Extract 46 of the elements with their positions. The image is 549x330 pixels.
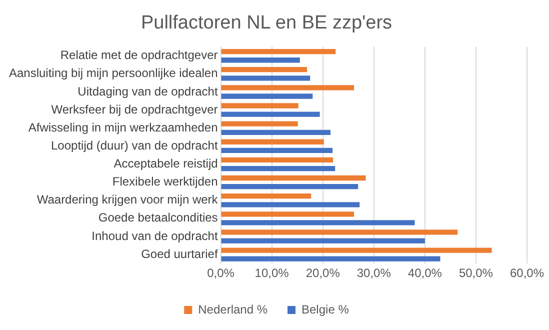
x-tick-label: 0,0%	[207, 266, 235, 280]
bar	[221, 103, 298, 108]
x-tick-label: 50,0%	[458, 266, 494, 280]
bar	[221, 94, 313, 99]
y-tick-label: Werksfeer bij de opdrachtgever	[51, 102, 218, 116]
bar	[221, 148, 333, 154]
y-tick-label: Inhoud van de opdracht	[92, 228, 218, 243]
x-tick-label: 60,0%	[510, 266, 544, 280]
y-tick-label: Relatie met de opdrachtgever	[60, 48, 218, 62]
y-tick-label: Goed uurtarief	[141, 246, 218, 261]
bar	[221, 67, 308, 72]
bar	[221, 248, 492, 253]
bar	[221, 48, 336, 54]
bar	[221, 230, 458, 235]
bar	[221, 58, 300, 63]
bar	[221, 121, 298, 126]
y-tick-label: Aansluiting bij mijn persoonlijke idealen	[8, 66, 218, 80]
y-tick-label: Afwisseling in mijn werkzaamheden	[28, 120, 218, 134]
x-tick-label: 10,0%	[254, 266, 290, 280]
x-tick-label: 40,0%	[408, 266, 442, 280]
bar	[221, 166, 336, 172]
y-tick-label: Flexibele werktijden	[112, 174, 218, 189]
chart-title: Pullfactoren NL en BE zzp'ers	[140, 12, 392, 34]
y-tick-label: Acceptabele reistijd	[114, 156, 218, 171]
y-tick-label: Waardering krijgen voor mijn werk	[36, 192, 219, 207]
bar	[221, 85, 354, 90]
y-tick-label: Uitdaging van de opdracht	[78, 84, 218, 98]
legend-label: Belgie %	[302, 302, 350, 316]
bar	[221, 194, 312, 199]
bar	[221, 256, 440, 262]
bar	[221, 112, 320, 117]
x-tick-label: 20,0%	[306, 266, 340, 280]
bar	[221, 157, 334, 163]
bar	[221, 202, 360, 208]
y-tick-label: Looptijd (duur) van de opdracht	[51, 138, 218, 152]
bar	[221, 220, 415, 226]
bar	[221, 130, 331, 135]
bar	[221, 139, 324, 144]
legend-label: Nederland %	[198, 302, 268, 316]
bar	[221, 238, 425, 244]
bar	[221, 175, 366, 181]
bar	[221, 184, 358, 190]
bar	[221, 212, 354, 217]
y-tick-label: Goede betaalcondities	[98, 210, 218, 225]
x-tick-label: 30,0%	[356, 266, 392, 280]
bar	[221, 76, 310, 81]
